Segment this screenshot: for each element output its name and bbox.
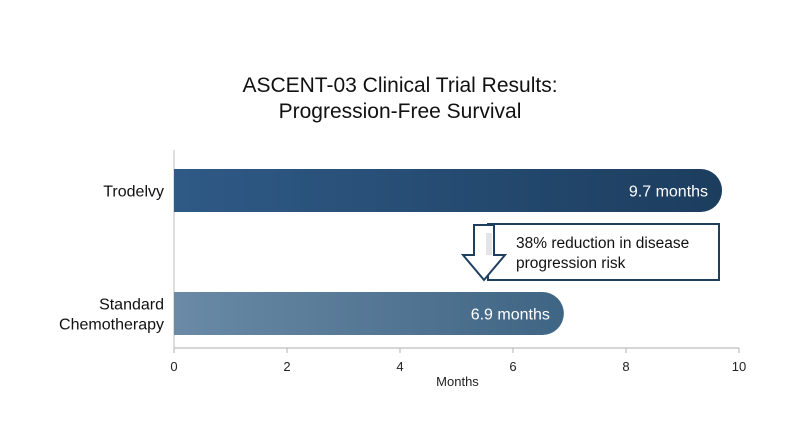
bar-trodelvy	[174, 169, 723, 212]
x-tick-label: 10	[732, 359, 746, 374]
down-arrow-icon	[460, 224, 508, 282]
arrow-shading	[486, 233, 492, 255]
x-tick-label: 8	[622, 359, 629, 374]
callout-box	[487, 223, 720, 281]
bar-standard-chemotherapy	[174, 292, 564, 335]
bar-data-label: 6.9 months	[471, 307, 550, 324]
category-label: Standard	[99, 297, 164, 314]
x-axis-title: Months	[436, 374, 479, 389]
callout-text: 38% reduction in disease	[516, 235, 689, 252]
x-tick-label: 2	[283, 359, 290, 374]
chart-title-line-2: Progression-Free Survival	[278, 100, 522, 123]
category-label: Chemotherapy	[59, 317, 164, 334]
chart-title-line-1: ASCENT-03 Clinical Trial Results:	[242, 74, 558, 97]
callout-text: progression risk	[516, 255, 626, 272]
x-tick-label: 0	[170, 359, 177, 374]
bar-data-label: 9.7 months	[629, 184, 708, 201]
x-tick-label: 4	[396, 359, 403, 374]
x-tick-label: 6	[509, 359, 516, 374]
category-label: Trodelvy	[103, 184, 164, 201]
chart-title: ASCENT-03 Clinical Trial Results: Progre…	[0, 73, 800, 125]
